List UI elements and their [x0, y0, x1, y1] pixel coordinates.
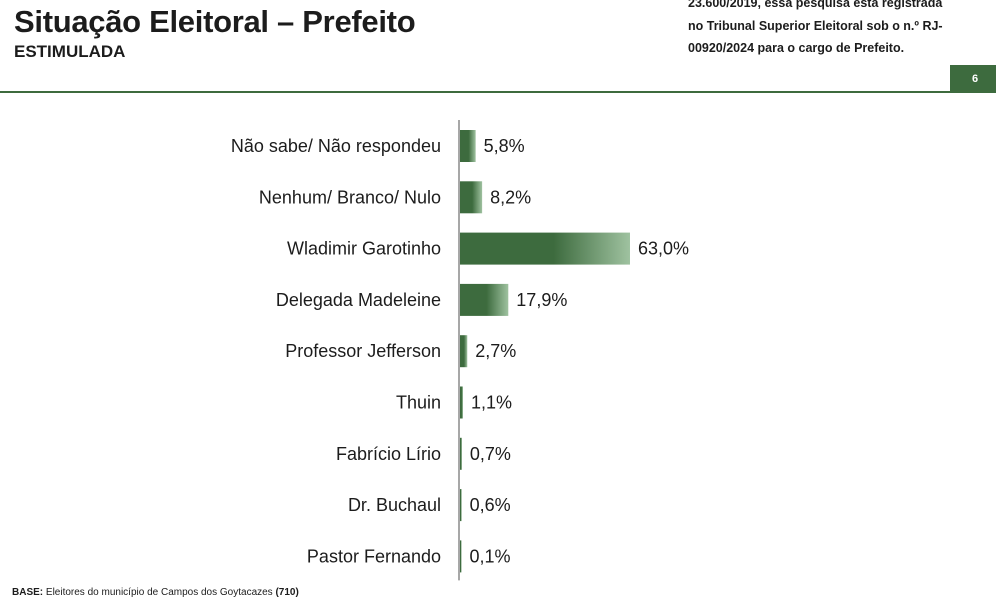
page-title: Situação Eleitoral – Prefeito [14, 4, 416, 39]
registration-note-line: 00920/2024 para o cargo de Prefeito. [688, 41, 905, 55]
bar [460, 489, 462, 522]
bar-chart: Não sabe/ Não respondeu 5,8% Nenhum/ Branc… [231, 120, 689, 581]
category-label: Pastor Fernando [307, 546, 441, 566]
page-number-badge: 6 [950, 65, 1000, 93]
data-label: 0,6% [470, 495, 511, 515]
category-label: Dr. Buchaul [348, 495, 441, 515]
base-label: BASE: [12, 587, 44, 598]
bar [460, 181, 483, 214]
data-label: 0,7% [470, 444, 511, 464]
category-label: Fabrício Lírio [336, 444, 441, 464]
category-label: Nenhum/ Branco/ Nulo [259, 187, 441, 207]
data-label: 1,1% [471, 393, 512, 413]
data-label: 5,8% [484, 136, 525, 156]
base-note: BASE: Eleitores do município de Campos d… [12, 587, 299, 598]
base-text: Eleitores do município de Campos dos Goy… [43, 587, 276, 598]
header-divider [0, 91, 950, 93]
bar [460, 540, 462, 573]
category-label: Thuin [396, 393, 441, 413]
bar [460, 335, 468, 368]
data-label: 0,1% [470, 546, 511, 566]
registration-note-line: no Tribunal Superior Eleitoral sob o n.º… [688, 18, 943, 33]
bar [460, 386, 463, 419]
category-label: Não sabe/ Não respondeu [231, 136, 441, 156]
category-label: Professor Jefferson [285, 341, 441, 361]
data-label: 63,0% [638, 239, 689, 259]
page-subtitle: ESTIMULADA [14, 42, 126, 61]
data-label: 8,2% [490, 187, 531, 207]
bar [460, 437, 462, 470]
bar [460, 232, 630, 265]
data-label: 2,7% [475, 341, 516, 361]
bar [460, 283, 509, 316]
category-label: Wladimir Garotinho [287, 239, 441, 259]
bar [460, 130, 476, 162]
category-label: Delegada Madeleine [276, 290, 441, 310]
registration-note-line: 23.600/2019, essa pesquisa está registra… [688, 0, 943, 10]
base-count: (710) [275, 587, 299, 598]
registration-note: 23.600/2019, essa pesquisa está registra… [688, 0, 988, 60]
page-edge [996, 65, 1000, 600]
data-label: 17,9% [516, 290, 567, 310]
